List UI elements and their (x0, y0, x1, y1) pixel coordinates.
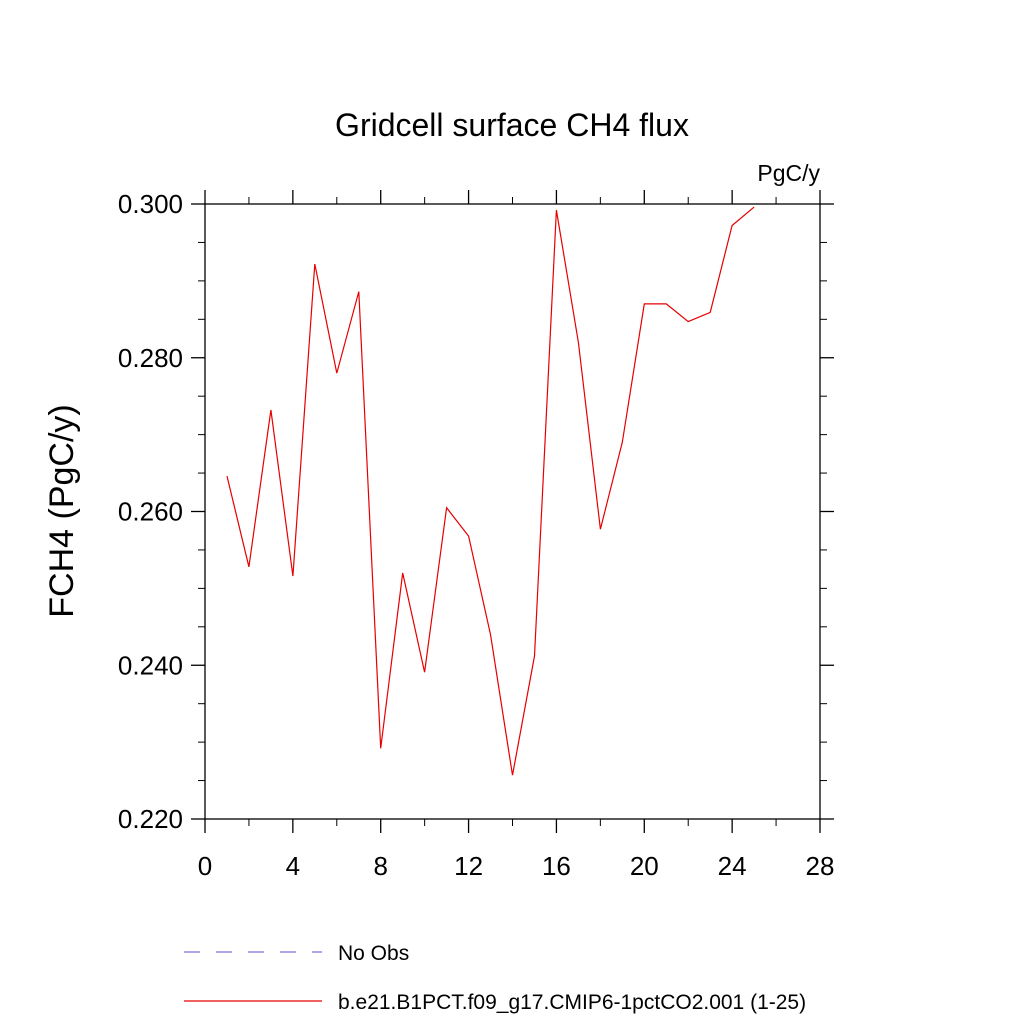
y-tick-label: 0.280 (118, 343, 183, 373)
plot-frame (204, 203, 821, 820)
x-tick-label: 0 (198, 851, 212, 881)
units-label: PgC/y (757, 160, 820, 186)
series-line (226, 206, 755, 776)
y-tick-label: 0.220 (118, 804, 183, 834)
x-tick-label: 8 (373, 851, 387, 881)
legend: No Obs b.e21.B1PCT.f09_g17.CMIP6-1pctCO2.… (184, 942, 806, 1014)
legend-label: No Obs (338, 942, 409, 965)
x-tick-label: 28 (806, 851, 835, 881)
chart-title: Gridcell surface CH4 flux (335, 107, 689, 143)
x-tick-label: 24 (718, 851, 747, 881)
y-tick-label: 0.300 (118, 189, 183, 219)
x-tick-label: 20 (630, 851, 659, 881)
y-tick-label: 0.260 (118, 497, 183, 527)
x-tick-label: 12 (454, 851, 483, 881)
y-tick-label: 0.240 (118, 650, 183, 680)
legend-label: b.e21.B1PCT.f09_g17.CMIP6-1pctCO2.001 (1… (338, 991, 806, 1014)
axis-ticks: 0 4 8 12 16 20 24 28 0.220 0.240 0.260 0.280 0.300 (118, 189, 835, 881)
x-tick-label: 4 (286, 851, 300, 881)
x-tick-label: 16 (542, 851, 571, 881)
series-layer (226, 206, 755, 776)
y-axis-label: FCH4 (PgC/y) (43, 404, 81, 617)
